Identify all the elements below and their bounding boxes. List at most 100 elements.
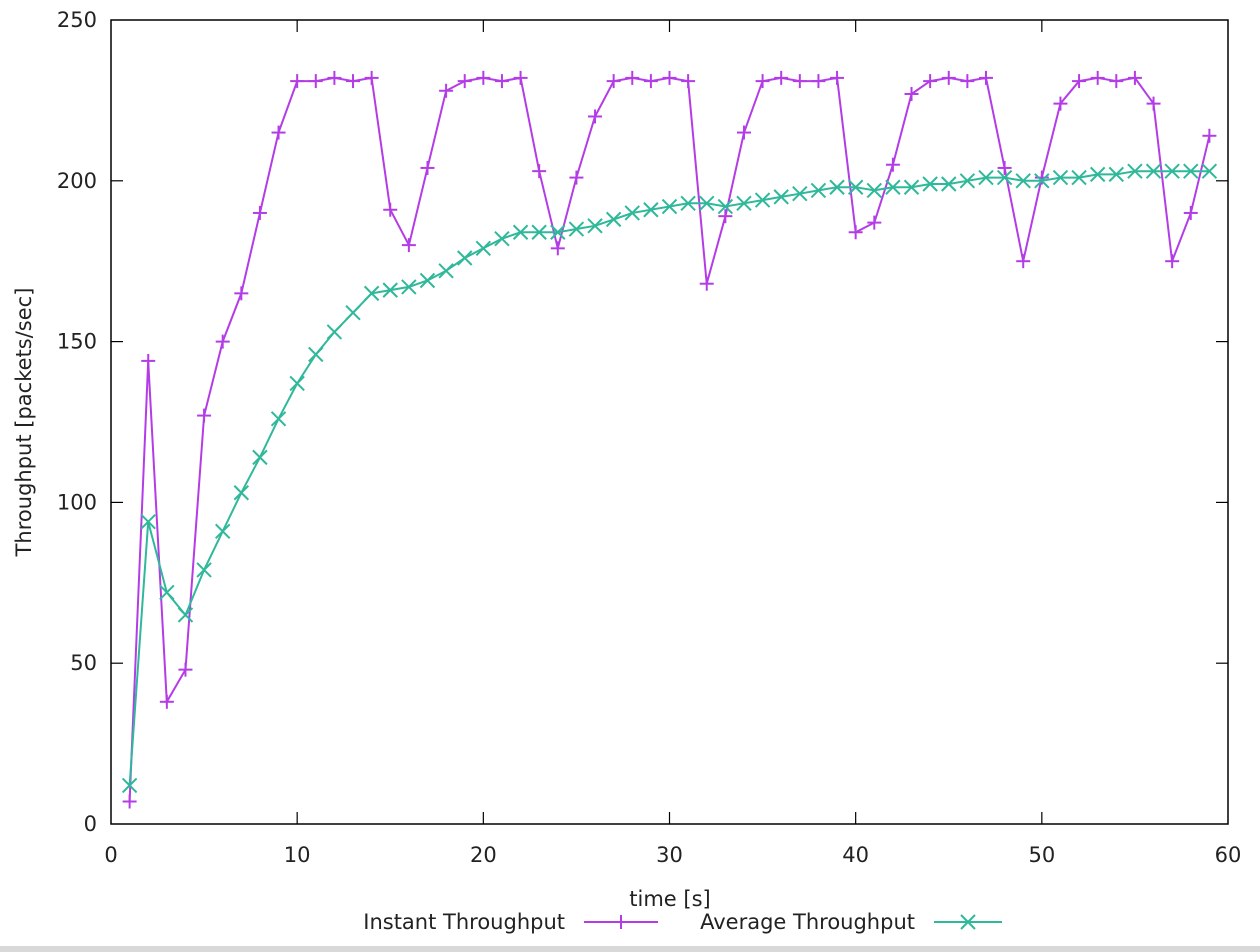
y-tick-label: 100 <box>57 490 97 514</box>
data-point <box>699 195 715 212</box>
axis-ticks: 0 10 20 30 40 50 60 0 50 100 150 200 250 <box>57 8 1241 867</box>
data-point <box>215 334 230 349</box>
data-point <box>1016 254 1031 269</box>
data-point <box>438 263 454 279</box>
data-point <box>289 375 305 392</box>
legend-swatch-marker <box>614 915 628 929</box>
data-point <box>1053 96 1068 111</box>
data-point <box>327 70 342 85</box>
data-point <box>233 485 250 501</box>
data-point <box>866 182 882 199</box>
y-axis-label: Throughput [packets/sec] <box>12 288 36 558</box>
data-point <box>923 74 938 89</box>
data-point <box>290 74 305 89</box>
data-point <box>959 173 976 189</box>
data-point <box>885 179 901 195</box>
data-point <box>1127 70 1142 85</box>
data-point <box>1108 166 1125 183</box>
data-point <box>532 164 547 179</box>
data-point <box>141 353 156 368</box>
x-tick-label: 50 <box>1028 843 1055 867</box>
data-point <box>717 198 734 215</box>
series-layer <box>121 70 1218 809</box>
data-point <box>661 198 678 215</box>
data-point <box>439 83 454 98</box>
data-point <box>326 324 343 340</box>
plot-frame <box>110 19 1229 825</box>
data-point <box>922 176 938 192</box>
data-point <box>885 157 900 172</box>
data-point <box>829 179 845 195</box>
data-point <box>1034 170 1049 185</box>
data-point <box>941 70 956 85</box>
y-tick-label: 200 <box>57 169 97 193</box>
data-point <box>1183 205 1198 220</box>
data-point <box>270 411 287 427</box>
y-tick-label: 150 <box>57 330 97 354</box>
series-average-throughput <box>121 163 1218 794</box>
data-point <box>271 125 286 140</box>
data-point <box>568 221 585 237</box>
data-point <box>755 74 770 89</box>
data-point <box>1145 163 1162 179</box>
data-point <box>1071 169 1087 186</box>
series-instant-throughput <box>122 70 1217 809</box>
legend-item: Instant Throughput <box>363 910 658 934</box>
x-tick-label: 30 <box>656 843 683 867</box>
data-point <box>140 513 156 530</box>
legend-swatch-marker <box>960 914 976 930</box>
data-point <box>1109 74 1124 89</box>
data-point <box>830 70 845 85</box>
data-point <box>978 70 993 85</box>
legend-item: Average Throughput <box>700 910 1002 934</box>
data-point <box>457 250 473 266</box>
data-point <box>401 238 416 253</box>
data-point <box>587 218 603 234</box>
data-point <box>122 794 137 809</box>
data-point <box>252 449 268 466</box>
data-point <box>531 224 547 240</box>
data-point <box>512 224 529 240</box>
data-point <box>1202 128 1217 143</box>
data-point <box>625 70 640 85</box>
data-point <box>550 241 565 256</box>
data-point <box>736 125 751 140</box>
data-point <box>234 286 249 301</box>
data-point <box>978 169 994 186</box>
data-point <box>1052 169 1069 186</box>
data-point <box>643 202 659 218</box>
data-point <box>903 179 920 195</box>
data-point <box>848 225 863 240</box>
data-point <box>1090 70 1105 85</box>
data-point <box>121 777 138 794</box>
data-point <box>773 189 789 205</box>
data-point <box>419 272 436 289</box>
data-point <box>810 182 827 199</box>
data-point <box>475 240 492 257</box>
data-point <box>494 230 510 247</box>
data-point <box>681 74 696 89</box>
data-point <box>363 285 380 302</box>
data-point <box>774 70 789 85</box>
data-point <box>401 279 417 295</box>
data-point <box>196 562 212 578</box>
data-point <box>308 346 324 363</box>
data-point <box>847 179 864 195</box>
data-point <box>960 74 975 89</box>
y-tick-label: 0 <box>84 812 97 836</box>
data-point <box>345 304 361 321</box>
data-point <box>476 70 491 85</box>
data-point <box>383 202 398 217</box>
data-point <box>904 86 919 101</box>
data-point <box>624 205 640 221</box>
legend: Instant Throughput Average Throughput <box>363 910 1002 934</box>
legend-label: Average Throughput <box>700 910 915 934</box>
y-tick-label: 250 <box>57 8 97 32</box>
data-point <box>494 74 509 89</box>
window-bottom-edge <box>0 946 1260 952</box>
data-point <box>699 276 714 291</box>
data-point <box>197 408 212 423</box>
x-tick-label: 0 <box>104 843 117 867</box>
x-tick-label: 10 <box>284 843 311 867</box>
